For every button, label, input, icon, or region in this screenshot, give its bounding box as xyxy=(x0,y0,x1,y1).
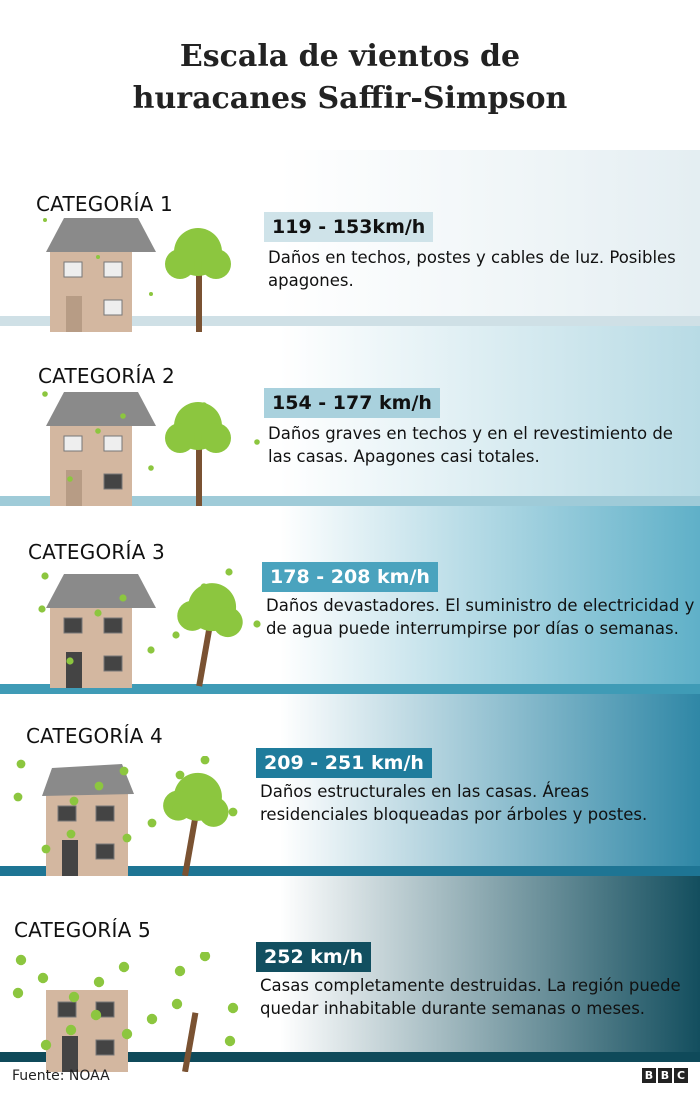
speed-badge: 178 - 208 km/h xyxy=(262,562,438,592)
flying-debris-icon xyxy=(38,568,261,665)
damage-description: Daños devastadores. El suministro de ele… xyxy=(266,596,695,638)
category-label: CATEGORÍA 5 xyxy=(14,918,151,942)
house-and-tree-illustration xyxy=(38,568,261,688)
speed-badge: 252 km/h xyxy=(256,942,372,972)
ground-bar xyxy=(0,1052,700,1062)
category-section-2: CATEGORÍA 2 154 - 177 km/h Daños graves … xyxy=(0,326,700,506)
damage-description: Daños graves en techos y en el revestimi… xyxy=(268,424,673,466)
damage-description: Daños estructurales en las casas. Áreas … xyxy=(260,782,648,824)
tree-icon xyxy=(165,402,231,506)
category-section-3: CATEGORÍA 3 178 - 208 km/h Daños devasta… xyxy=(0,506,700,694)
flying-debris-icon xyxy=(42,391,260,482)
title-line-2: huracanes Saffir-Simpson xyxy=(132,81,568,116)
damage-description: Daños en techos, postes y cables de luz.… xyxy=(268,248,676,290)
house-and-tree-illustration xyxy=(13,756,238,876)
wind-gradient xyxy=(280,694,700,876)
tree-icon xyxy=(163,772,229,876)
ground-bar xyxy=(0,316,700,326)
house-and-tree-illustration xyxy=(42,391,260,506)
house-icon xyxy=(46,218,156,332)
category-label: CATEGORÍA 3 xyxy=(28,540,165,564)
house-icon xyxy=(46,990,128,1072)
speed-badge: 119 - 153km/h xyxy=(264,212,434,242)
damage-description: Casas completamente destruidas. La regió… xyxy=(260,976,681,1018)
house-and-tree-illustration xyxy=(12,952,239,1072)
source-note: Fuente: NOAA xyxy=(12,1068,110,1084)
tree-icon xyxy=(182,1012,199,1072)
flying-debris-icon xyxy=(13,756,238,854)
wind-gradient xyxy=(280,506,700,694)
category-section-1: CATEGORÍA 1 119 - 153km/h Daños en techo… xyxy=(0,150,700,332)
speed-badge: 209 - 251 km/h xyxy=(256,748,432,778)
house-and-tree-illustration xyxy=(43,218,231,332)
ground-bar xyxy=(0,866,700,876)
house-icon xyxy=(46,574,156,688)
category-label: CATEGORÍA 1 xyxy=(36,192,173,216)
house-icon xyxy=(42,764,134,876)
category-label: CATEGORÍA 2 xyxy=(38,364,175,388)
category-label: CATEGORÍA 4 xyxy=(26,724,163,748)
flying-debris-icon xyxy=(12,952,239,1051)
speed-badge: 154 - 177 km/h xyxy=(264,388,440,418)
house-icon xyxy=(46,392,156,506)
title-line-1: Escala de vientos de xyxy=(179,39,521,74)
tree-icon xyxy=(165,228,231,332)
category-section-4: CATEGORÍA 4 209 - 251 km/h Daños estruct… xyxy=(0,694,700,876)
ground-bar xyxy=(0,496,700,506)
flying-debris-icon xyxy=(43,218,206,296)
category-section-5: CATEGORÍA 5 252 km/h Casas completamente… xyxy=(0,876,700,1072)
page-title: Escala de vientos de huracanes Saffir-Si… xyxy=(0,36,700,120)
tree-icon xyxy=(177,583,243,687)
ground-bar xyxy=(0,684,700,694)
